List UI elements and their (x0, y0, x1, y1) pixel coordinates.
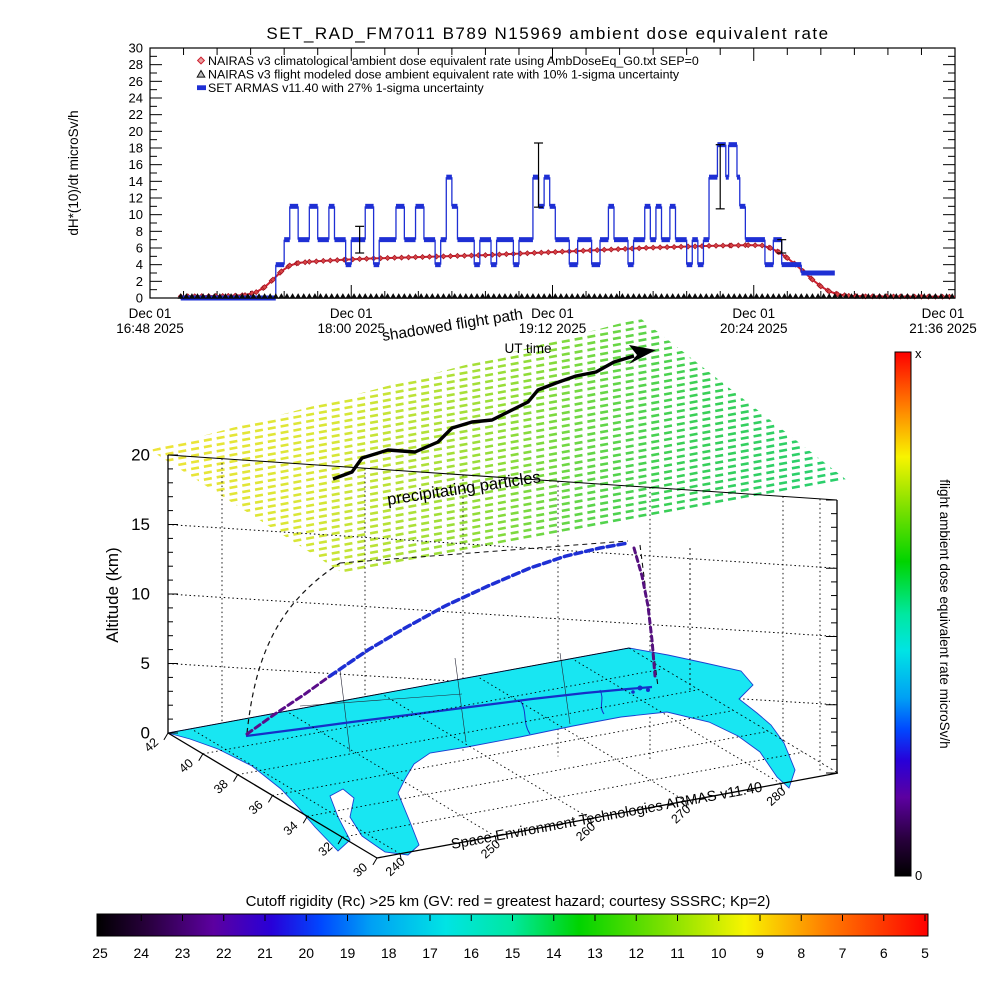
svg-text:23: 23 (175, 945, 191, 961)
svg-text:21: 21 (257, 945, 273, 961)
right-colorbar-title: flight ambient dose equivalent rate micr… (937, 479, 952, 748)
flight-path-descent-segment (632, 546, 657, 678)
x-axis-title: UT time (504, 341, 551, 356)
svg-text:18: 18 (381, 945, 397, 961)
svg-text:8: 8 (797, 945, 805, 961)
svg-text:12: 12 (628, 945, 644, 961)
svg-text:30: 30 (129, 41, 143, 56)
svg-text:14: 14 (129, 174, 143, 189)
svg-text:Dec 01: Dec 01 (531, 306, 574, 321)
svg-text:19: 19 (340, 945, 356, 961)
annotation-shadowed-flight-path: shadowed flight path (381, 306, 524, 345)
flight-path-cruise-segment (328, 541, 630, 678)
river-lines (519, 689, 605, 735)
svg-text:240: 240 (383, 855, 408, 879)
flight-path-climb-segment (245, 674, 332, 736)
svg-text:18: 18 (129, 141, 143, 156)
colorbar-min-label: 0 (915, 868, 922, 883)
data-series (177, 142, 956, 301)
svg-text:20: 20 (298, 945, 314, 961)
bottom-face-graticule (167, 647, 839, 855)
svg-text:22: 22 (129, 107, 143, 122)
y-axis-label: dH*(10)/dt microSv/h (66, 110, 81, 235)
flight-path-3d (245, 541, 657, 736)
svg-text:Dec 01: Dec 01 (330, 306, 373, 321)
svg-text:14: 14 (546, 945, 562, 961)
precipitating-particles-layer (150, 318, 862, 592)
right-colorbar: x 0 flight ambient dose equivalent rate … (894, 346, 952, 883)
svg-text:Dec 01: Dec 01 (922, 306, 965, 321)
svg-text:16: 16 (129, 157, 143, 172)
svg-text:10: 10 (129, 207, 143, 222)
svg-text:13: 13 (587, 945, 603, 961)
svg-text:5: 5 (921, 945, 929, 961)
svg-text:22: 22 (216, 945, 232, 961)
svg-text:9: 9 (756, 945, 764, 961)
flight-ground-track (245, 685, 653, 738)
svg-text:16: 16 (463, 945, 479, 961)
flight-direction-arrow-icon (629, 345, 656, 364)
cutoff-rigidity-map (167, 647, 796, 856)
svg-text:34: 34 (281, 818, 301, 838)
svg-text:5: 5 (141, 654, 150, 673)
rigidity-colorbar-gradient (96, 913, 929, 937)
svg-text:Dec 01: Dec 01 (732, 306, 775, 321)
chart-legend: NAIRAS v3 climatological ambient dose eq… (196, 54, 699, 95)
svg-text:0: 0 (141, 724, 150, 743)
svg-text:NAIRAS v3 flight modeled dose: NAIRAS v3 flight modeled dose ambient eq… (208, 68, 680, 82)
svg-text:18:00 2025: 18:00 2025 (317, 321, 385, 336)
svg-text:7: 7 (839, 945, 847, 961)
svg-text:8: 8 (136, 224, 143, 239)
svg-text:25: 25 (92, 945, 108, 961)
svg-text:19:12 2025: 19:12 2025 (519, 321, 587, 336)
destination-cluster (631, 685, 650, 694)
bottom-colorbar-title: Cutoff rigidity (Rc) >25 km (GV: red = g… (246, 893, 771, 910)
top-chart: SET_RAD_FM7011 B789 N15969 ambient dose … (66, 24, 977, 356)
svg-text:16:48 2025: 16:48 2025 (116, 321, 184, 336)
svg-text:2: 2 (136, 274, 143, 289)
svg-text:36: 36 (246, 798, 266, 818)
svg-text:6: 6 (880, 945, 888, 961)
svg-text:28: 28 (129, 57, 143, 72)
svg-text:SET ARMAS v11.40 with 27% 1-si: SET ARMAS v11.40 with 27% 1-sigma uncert… (208, 81, 485, 95)
rigidity-tick-labels: 25 24 23 22 21 20 19 18 17 16 15 14 13 12 11 10 9 8 7 6 5 (92, 915, 929, 961)
svg-text:15: 15 (505, 945, 521, 961)
dose-colorbar-gradient (894, 351, 912, 877)
svg-text:24: 24 (133, 945, 149, 961)
svg-text:12: 12 (129, 191, 143, 206)
state-border-lines (299, 652, 571, 753)
svg-text:26: 26 (129, 74, 143, 89)
svg-text:280: 280 (764, 784, 789, 808)
annotation-credit: Space Environment Technologies ARMAS v11… (450, 780, 764, 853)
shadowed-flight-path (332, 345, 656, 481)
svg-text:Dec 01: Dec 01 (129, 306, 172, 321)
svg-text:10: 10 (711, 945, 727, 961)
colorbar-max-label: x (915, 346, 922, 361)
figure-title: SET_RAD_FM7011 B789 N15969 ambient dose … (266, 24, 829, 43)
svg-text:0: 0 (136, 291, 143, 306)
svg-text:6: 6 (136, 241, 143, 256)
svg-text:NAIRAS v3 climatological ambie: NAIRAS v3 climatological ambient dose eq… (208, 54, 699, 68)
svg-text:10: 10 (131, 585, 150, 604)
svg-text:21:36 2025: 21:36 2025 (909, 321, 977, 336)
svg-text:40: 40 (176, 756, 196, 776)
bottom-colorbar: Cutoff rigidity (Rc) >25 km (GV: red = g… (92, 893, 929, 961)
svg-text:20: 20 (129, 124, 143, 139)
svg-text:20: 20 (131, 446, 150, 465)
svg-text:30: 30 (350, 860, 370, 880)
altitude-axis-label: Altitude (km) (103, 547, 122, 642)
svg-text:15: 15 (131, 515, 150, 534)
map-landmass (167, 647, 796, 856)
svg-text:24: 24 (129, 91, 143, 106)
svg-text:4: 4 (136, 257, 143, 272)
svg-text:20:24 2025: 20:24 2025 (720, 321, 788, 336)
svg-text:17: 17 (422, 945, 438, 961)
svg-text:38: 38 (211, 777, 231, 797)
svg-text:11: 11 (670, 945, 685, 961)
